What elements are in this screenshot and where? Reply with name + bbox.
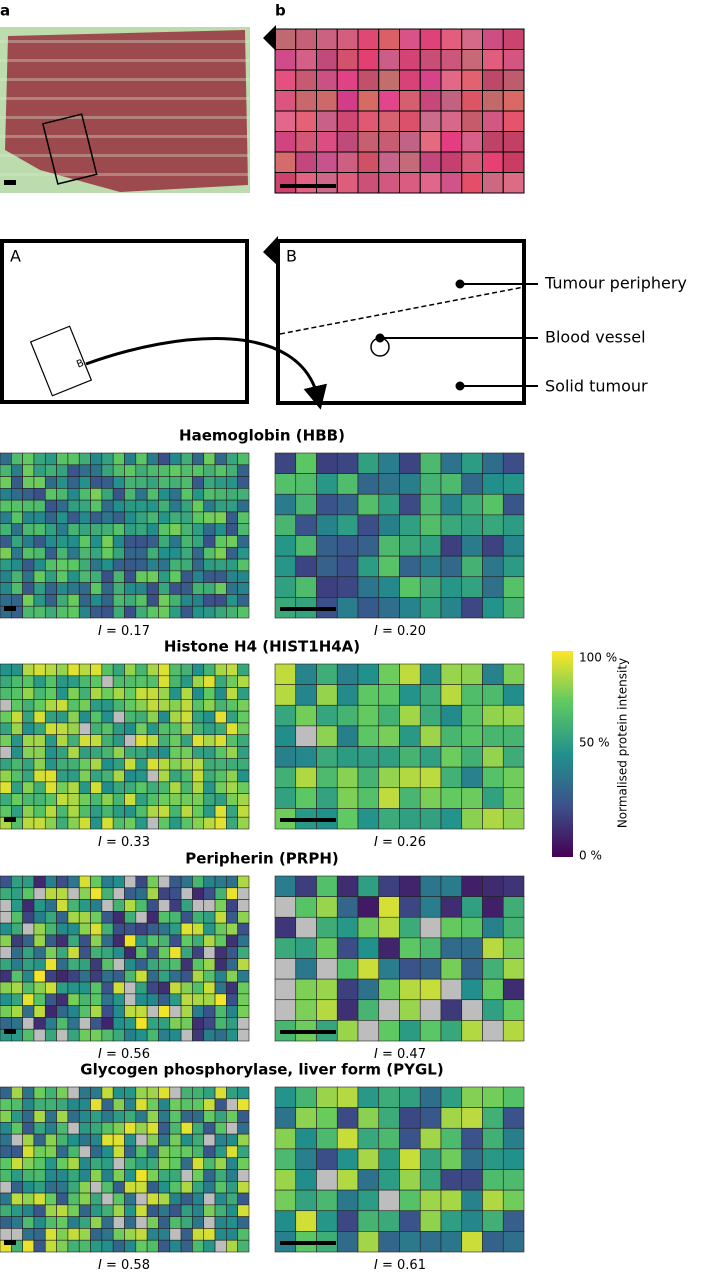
index-label: I = 0.20 bbox=[374, 624, 426, 639]
micrograph-b bbox=[263, 25, 525, 194]
index-value: = 0.33 bbox=[106, 835, 150, 850]
section-title: Peripherin (PRPH) bbox=[185, 850, 339, 868]
annotation: Solid tumour bbox=[545, 377, 648, 396]
index-symbol: I bbox=[374, 624, 378, 639]
box-label: B bbox=[286, 247, 297, 266]
index-label: I = 0.33 bbox=[98, 835, 150, 850]
index-label: I = 0.58 bbox=[98, 1258, 150, 1273]
schematic: A B B Tumour periphery Blood vessel Soli… bbox=[0, 236, 687, 410]
index-label: I = 0.17 bbox=[98, 624, 150, 639]
panel-label: b bbox=[275, 2, 286, 20]
index-value: = 0.56 bbox=[106, 1047, 150, 1062]
index-value: = 0.47 bbox=[382, 1047, 426, 1062]
index-label: I = 0.26 bbox=[374, 835, 426, 850]
index-symbol: I bbox=[374, 1258, 378, 1273]
index-label: I = 0.47 bbox=[374, 1047, 426, 1062]
colorbar: 100 % 50 % 0 % Normalised protein intens… bbox=[552, 651, 630, 863]
index-symbol: I bbox=[98, 1258, 102, 1273]
section-title: Glycogen phosphorylase, liver form (PYGL… bbox=[80, 1061, 443, 1079]
index-value: = 0.61 bbox=[382, 1258, 426, 1273]
index-value: = 0.17 bbox=[106, 624, 150, 639]
micrograph-a bbox=[0, 27, 250, 193]
index-symbol: I bbox=[98, 835, 102, 850]
colorbar-tick: 100 % bbox=[579, 651, 617, 665]
index-symbol: I bbox=[98, 624, 102, 639]
colorbar-tick: 0 % bbox=[579, 849, 602, 863]
section-title: Haemoglobin (HBB) bbox=[179, 427, 345, 445]
colorbar-label: Normalised protein intensity bbox=[616, 658, 630, 828]
panel-label: a bbox=[0, 2, 10, 20]
annotation: Tumour periphery bbox=[544, 274, 687, 293]
index-value: = 0.20 bbox=[382, 624, 426, 639]
annotation: Blood vessel bbox=[545, 328, 646, 347]
index-label: I = 0.61 bbox=[374, 1258, 426, 1273]
inset-label: B bbox=[75, 358, 86, 371]
index-symbol: I bbox=[98, 1047, 102, 1062]
index-symbol: I bbox=[374, 835, 378, 850]
index-value: = 0.58 bbox=[106, 1258, 150, 1273]
colorbar-tick: 50 % bbox=[579, 736, 610, 750]
index-symbol: I bbox=[374, 1047, 378, 1062]
box-label: A bbox=[10, 247, 21, 266]
index-value: = 0.26 bbox=[382, 835, 426, 850]
index-label: I = 0.56 bbox=[98, 1047, 150, 1062]
section-title: Histone H4 (HIST1H4A) bbox=[164, 638, 360, 656]
